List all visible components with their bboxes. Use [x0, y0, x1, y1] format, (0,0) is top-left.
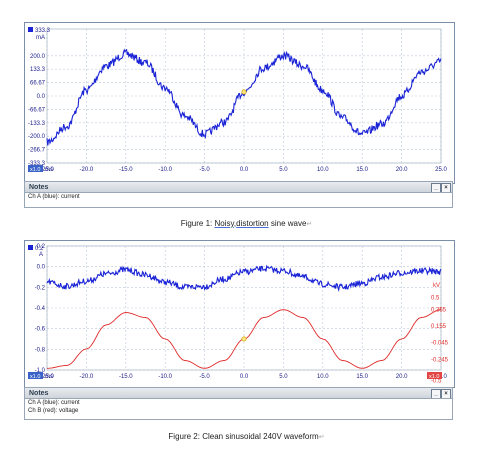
y2-tick-label: -0.245 [431, 357, 449, 363]
figure2-panel: -25.0 -20.0 -15.0 -10.0 -5.0 0.0 5.0 10.0 15.0 20… [24, 240, 455, 388]
y-unit-label: mA [36, 35, 45, 41]
y-tick-label: 0.0 [37, 94, 46, 100]
x-tick-label: 10.0 [317, 374, 329, 380]
y2-tick-label: -0.5 [431, 378, 442, 384]
series-line-channel-a [46, 264, 442, 292]
figure2-notes-line-1: Ch A (blue): current [28, 400, 80, 406]
figure1-chart: -25.0 -20.0 -15.0 -10.0 -5.0 0.0 5.0 10.0 15.0 20… [28, 27, 447, 173]
y-tick-label: -0.8 [35, 347, 46, 353]
figure1-caption-separator: , [233, 219, 237, 228]
figure1-caption-suffix: sine wave [270, 219, 307, 228]
x-scale-box-label: x1.0 [30, 167, 40, 173]
x-tick-label: -25.0 [40, 374, 54, 380]
y-unit-label: A [39, 252, 43, 258]
y-tick-label: -266.7 [28, 148, 46, 154]
channel-a-marker [28, 27, 33, 32]
figure1-panel: -25.0 -20.0 -15.0 -10.0 -5.0 0.0 5.0 10.0 15.0 20… [24, 22, 455, 184]
cursor-marker [241, 89, 247, 95]
x-tick-label: 20.0 [396, 374, 408, 380]
x-tick-label: -10.0 [158, 167, 172, 173]
figure1-caption-word-2: distortion [236, 219, 269, 228]
y2-tick-label: 0.5 [431, 296, 440, 302]
figure1-caption: Figure 1: Noisy,distortion sine wave↵ [0, 219, 493, 228]
x-unit-label: ms [45, 374, 53, 380]
figure2-chart: -25.0 -20.0 -15.0 -10.0 -5.0 0.0 5.0 10.0 15.0 20… [28, 244, 449, 384]
y-tick-label: 133.3 [30, 67, 46, 73]
x-tick-label: -15.0 [119, 374, 133, 380]
x-tick-label: 0.0 [240, 167, 249, 173]
y-tick-label: -0.2 [35, 285, 46, 291]
x-tick-label: 5.0 [279, 374, 288, 380]
figure1-notes-title: Notes [29, 184, 49, 191]
x-tick-label: 10.0 [317, 167, 329, 173]
y-tick-label: 0.0 [37, 265, 46, 271]
x-tick-label: -5.0 [199, 167, 210, 173]
figure1-caption-prefix: Figure 1: [180, 219, 213, 228]
y-tick-label: -0.6 [35, 327, 46, 333]
y2-scale-box-label: x1.0 [429, 374, 439, 380]
channel-a-marker [28, 245, 33, 250]
x-tick-label: -15.0 [119, 167, 133, 173]
figure1-notes-body: Ch A (blue): current [24, 192, 453, 208]
x-scale-box [28, 372, 43, 379]
plot-area-border [46, 245, 442, 371]
y2-scale-box [427, 372, 442, 379]
figure2-caption: Figure 2: Clean sinusoidal 240V waveform… [0, 432, 493, 441]
x-tick-label: -20.0 [80, 167, 94, 173]
return-mark-icon: ↵ [318, 434, 325, 441]
y2-unit-label: kV [433, 283, 440, 289]
y-tick-label: -133.3 [28, 121, 46, 127]
y-tick-label: 200.0 [30, 54, 46, 60]
y-tick-label: 66.67 [30, 81, 46, 87]
y-tick-label: -66.67 [28, 107, 46, 113]
plot-area-border [46, 28, 442, 164]
x-scale-box [28, 165, 43, 172]
figure1-caption-word-1: Noisy [214, 219, 234, 228]
y2-tick-label: 0.355 [431, 308, 447, 314]
figure2-notes-title: Notes [29, 390, 49, 397]
x-tick-label: 15.0 [356, 167, 368, 173]
y-tick-label: -1.0 [35, 368, 46, 374]
figure2-caption-text: Figure 2: Clean sinusoidal 240V waveform [168, 432, 319, 441]
x-tick-label: -20.0 [80, 374, 94, 380]
x-tick-label: 15.0 [356, 374, 368, 380]
cursor-marker [241, 336, 247, 342]
y2-tick-label: -0.045 [431, 341, 449, 347]
x-tick-label: -5.0 [199, 374, 210, 380]
y-tick-label: -200.0 [28, 134, 46, 140]
figure2-notes-body: Ch A (blue): current Ch B (red): voltage [24, 398, 453, 420]
return-mark-icon: ↵ [306, 221, 313, 228]
y2-tick-label: 0.155 [431, 324, 447, 330]
y-tick-label: -0.4 [35, 306, 46, 312]
x-tick-label: 5.0 [279, 167, 288, 173]
x-scale-box-label: x1.0 [30, 374, 40, 380]
figure2-notes-line-2: Ch B (red): voltage [28, 408, 79, 414]
x-tick-label: -25.0 [40, 167, 54, 173]
x-unit-label: ms [45, 167, 53, 173]
y-unit-value: 0.2 [35, 246, 44, 252]
y-tick-label: 0.2 [37, 244, 46, 250]
x-tick-label: 20.0 [396, 167, 408, 173]
y-tick-label: -333.3 [28, 161, 46, 167]
x-tick-label: 25.0 [435, 167, 447, 173]
series-line-channel-a [46, 48, 442, 146]
figure1-notes-line-1: Ch A (blue): current [28, 194, 80, 200]
x-tick-label: -10.0 [158, 374, 172, 380]
x-tick-label: 0.0 [240, 374, 249, 380]
y-unit-value: 333.3 [35, 28, 51, 34]
